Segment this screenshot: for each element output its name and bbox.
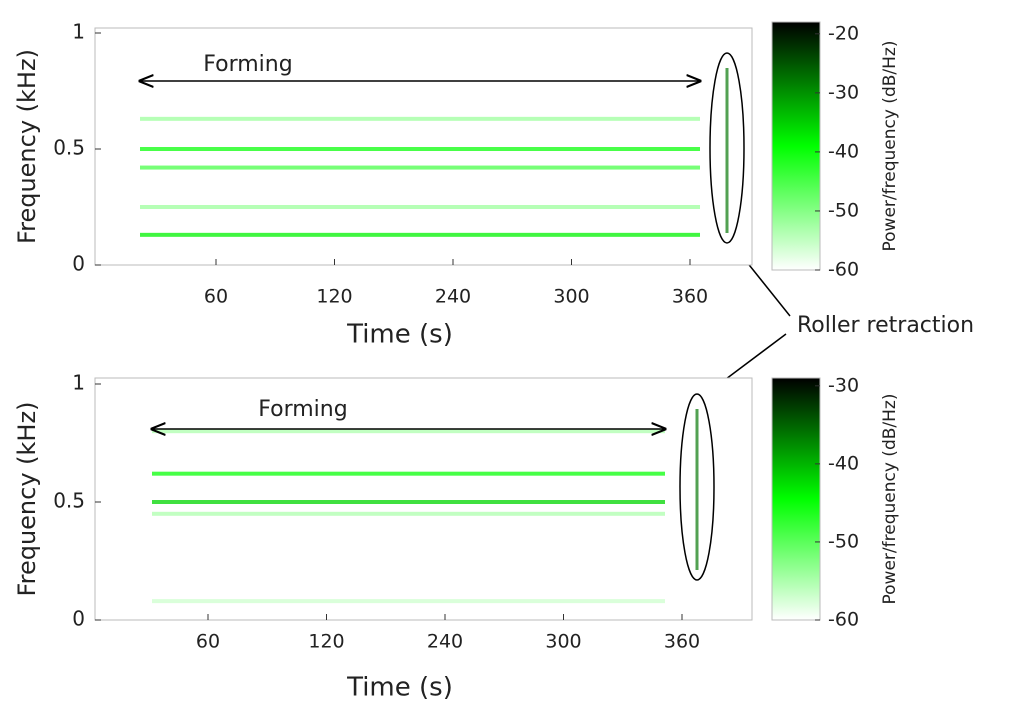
y-tick-label: 1 <box>72 20 85 44</box>
spectral-band <box>152 471 665 476</box>
colorbar-tick-label: -60 <box>828 259 859 281</box>
colorbar-label: Power/frequency (dB/Hz) <box>880 41 900 252</box>
colorbar-tick-label: -30 <box>828 81 859 103</box>
forming-label: Forming <box>203 52 292 77</box>
y-tick-label: 0 <box>72 252 85 276</box>
colorbar <box>771 21 821 271</box>
retraction-ellipse <box>679 393 715 581</box>
colorbar-tick-label: -40 <box>828 140 859 162</box>
colorbar-tick-label: -20 <box>828 22 859 44</box>
spectral-band <box>152 511 665 516</box>
x-tick-label: 240 <box>435 286 471 308</box>
y-tick-label: 1 <box>72 371 85 395</box>
x-tick-label: 120 <box>308 631 344 653</box>
x-tick-label: 60 <box>204 286 228 308</box>
callout-label: Roller retraction <box>797 313 974 338</box>
colorbar-tick-label: -40 <box>828 452 859 474</box>
y-axis-label: Frequency (kHz) <box>13 402 41 597</box>
spectral-band <box>140 232 700 237</box>
colorbar-tick-label: -50 <box>828 530 859 552</box>
colorbar-tick-label: -30 <box>828 374 859 396</box>
colorbar-label: Power/frequency (dB/Hz) <box>880 394 900 605</box>
x-tick-label: 240 <box>427 631 463 653</box>
spectral-band <box>152 429 665 434</box>
x-tick-label: 120 <box>316 286 352 308</box>
spectral-band <box>140 147 700 151</box>
x-axis-label: Time (s) <box>346 320 453 350</box>
spectral-band <box>152 599 665 604</box>
retraction-ellipse <box>709 52 745 244</box>
spectral-band <box>140 165 700 170</box>
spectral-band <box>140 205 700 209</box>
spectral-band <box>140 116 700 121</box>
y-axis-label: Frequency (kHz) <box>13 49 41 244</box>
colorbar <box>771 377 821 621</box>
y-tick-label: 0.5 <box>53 489 85 513</box>
y-tick-label: 0.5 <box>53 136 85 160</box>
plot-area <box>94 377 753 621</box>
x-tick-label: 300 <box>553 286 589 308</box>
spectral-band <box>152 500 665 504</box>
colorbar-tick-label: -60 <box>828 609 859 631</box>
colorbar-tick-label: -50 <box>828 199 859 221</box>
x-axis-label: Time (s) <box>346 673 453 703</box>
forming-label: Forming <box>258 397 347 422</box>
x-tick-label: 60 <box>196 631 220 653</box>
x-tick-label: 360 <box>672 286 708 308</box>
y-tick-label: 0 <box>72 607 85 631</box>
x-tick-label: 300 <box>545 631 581 653</box>
x-tick-label: 360 <box>664 631 700 653</box>
plot-area <box>94 27 753 266</box>
